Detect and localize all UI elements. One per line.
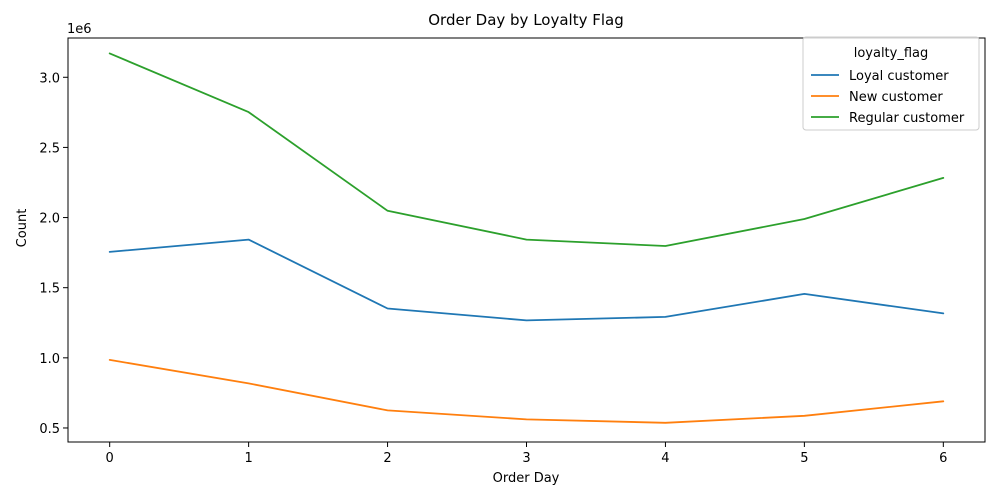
- x-axis-ticks: 0 1 2 3 4 5 6: [106, 442, 947, 466]
- x-tick-label: 6: [939, 451, 947, 466]
- series-lines: [108, 52, 945, 424]
- legend-title: loyalty_flag: [854, 46, 929, 61]
- x-tick-label: 0: [106, 451, 114, 466]
- x-tick-label: 3: [522, 451, 530, 466]
- y-axis-label: Count: [15, 209, 30, 248]
- legend-label-regular-customer: Regular customer: [849, 111, 965, 126]
- legend-label-new-customer: New customer: [849, 90, 943, 105]
- y-tick-label: 3.0: [39, 71, 60, 86]
- legend-label-loyal-customer: Loyal customer: [849, 69, 949, 84]
- series-line-new-customer: [108, 358, 945, 424]
- x-axis-label: Order Day: [493, 471, 560, 486]
- y-tick-label: 2.0: [39, 212, 60, 227]
- y-tick-label: 2.5: [39, 141, 60, 156]
- series-line-regular-customer: [108, 52, 945, 247]
- legend-box: [802, 36, 980, 131]
- series-line-loyal-customer: [108, 238, 945, 322]
- legend: loyalty_flag Loyal customer New customer R…: [802, 36, 980, 131]
- x-tick-label: 4: [661, 451, 669, 466]
- y-tick-label: 0.5: [39, 422, 60, 437]
- legend-entries: Loyal customer New customer Regular custom…: [811, 69, 965, 126]
- y-axis-ticks: 0.5 1.0 1.5 2.0 2.5 3.0: [39, 71, 68, 437]
- y-scale-note: 1e6: [67, 22, 92, 37]
- x-tick-label: 2: [383, 451, 391, 466]
- x-tick-label: 1: [244, 451, 252, 466]
- y-tick-label: 1.0: [39, 352, 60, 367]
- x-tick-label: 5: [800, 451, 808, 466]
- chart-title: Order Day by Loyalty Flag: [428, 11, 624, 29]
- y-tick-label: 1.5: [39, 282, 60, 297]
